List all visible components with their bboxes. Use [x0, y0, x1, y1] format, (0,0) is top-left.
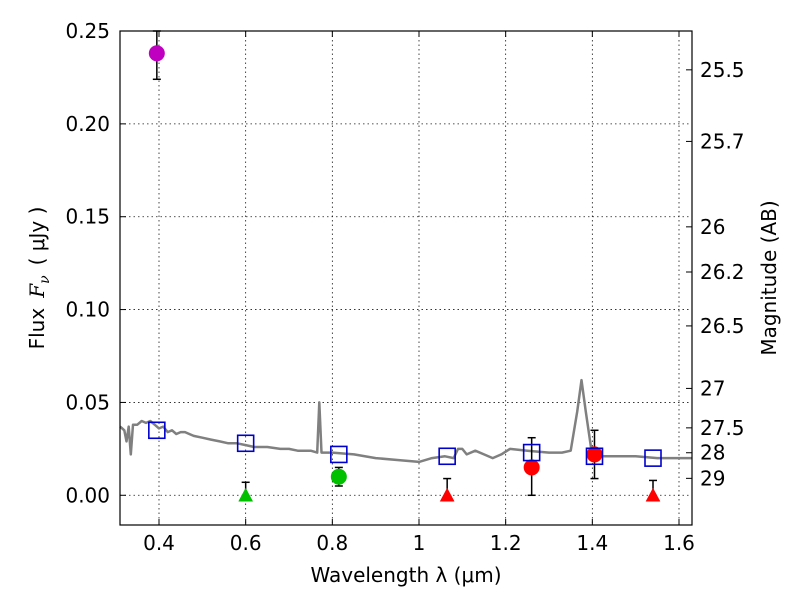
data-markers	[148, 45, 662, 502]
mag-tick-label: 29	[700, 466, 725, 490]
mag-tick-label: 27.5	[700, 416, 745, 440]
y-axis-title-subscript: ν	[37, 275, 53, 284]
upper-limit-triangle	[238, 487, 254, 502]
x-tick-label: 0.8	[316, 531, 348, 555]
axis-ticks: 0.4 0.6 0.8 1 1.2 1.4 1.6 0.00 0.05 0.10 0.15 0.20 0…	[65, 19, 744, 555]
mag-tick-label: 26.5	[700, 314, 745, 338]
mag-tick-label: 25.5	[700, 58, 745, 82]
y-tick-label: 0.15	[65, 205, 110, 229]
model-photometry-square	[236, 434, 255, 453]
model-photometry-square	[585, 447, 604, 466]
mag-tick-label: 26	[700, 215, 725, 239]
y-tick-label: 0.05	[65, 390, 110, 414]
model-photometry-square	[644, 449, 662, 467]
mag-tick-label: 27	[700, 376, 725, 400]
x-tick-label: 1	[413, 531, 426, 555]
upper-limit-triangle	[645, 487, 661, 502]
x-tick-label: 0.4	[143, 531, 175, 555]
y-axis-title-unit: ( μJy )	[25, 207, 49, 266]
y-tick-label: 0.25	[65, 19, 110, 43]
plot-frame	[119, 30, 693, 526]
y-axis-title: Flux Fν ( μJy )	[25, 207, 53, 350]
model-photometry-square	[330, 445, 348, 464]
mag-tick-label: 25.7	[700, 129, 745, 153]
mag-tick-label: 28	[700, 441, 725, 465]
y-tick-label: 0.00	[65, 483, 110, 507]
observed-point	[523, 459, 540, 476]
x-tick-label: 1.2	[490, 531, 522, 555]
observed-point	[330, 468, 347, 485]
y-axis-title-text: Flux	[25, 308, 49, 350]
observed-point	[586, 446, 603, 463]
right-axis-title: Magnitude (AB)	[757, 200, 781, 355]
y-tick-label: 0.20	[65, 112, 110, 136]
model-photometry-square	[522, 443, 541, 462]
upper-limit-triangle	[439, 487, 455, 502]
x-tick-label: 1.6	[663, 531, 695, 555]
grid	[120, 30, 692, 525]
mag-tick-label: 26.2	[700, 260, 745, 284]
x-tick-label: 1.4	[576, 531, 608, 555]
x-tick-label: 0.6	[230, 531, 262, 555]
y-tick-label: 0.10	[65, 298, 110, 322]
x-axis-title: Wavelength λ (μm)	[310, 563, 501, 587]
model-photometry-square	[438, 447, 456, 466]
model-photometry-square	[148, 421, 166, 440]
observed-point	[148, 45, 165, 62]
model-spectrum-line	[119, 378, 692, 464]
y-axis-title-symbol: F	[25, 283, 49, 299]
model-spectrum	[119, 378, 692, 464]
